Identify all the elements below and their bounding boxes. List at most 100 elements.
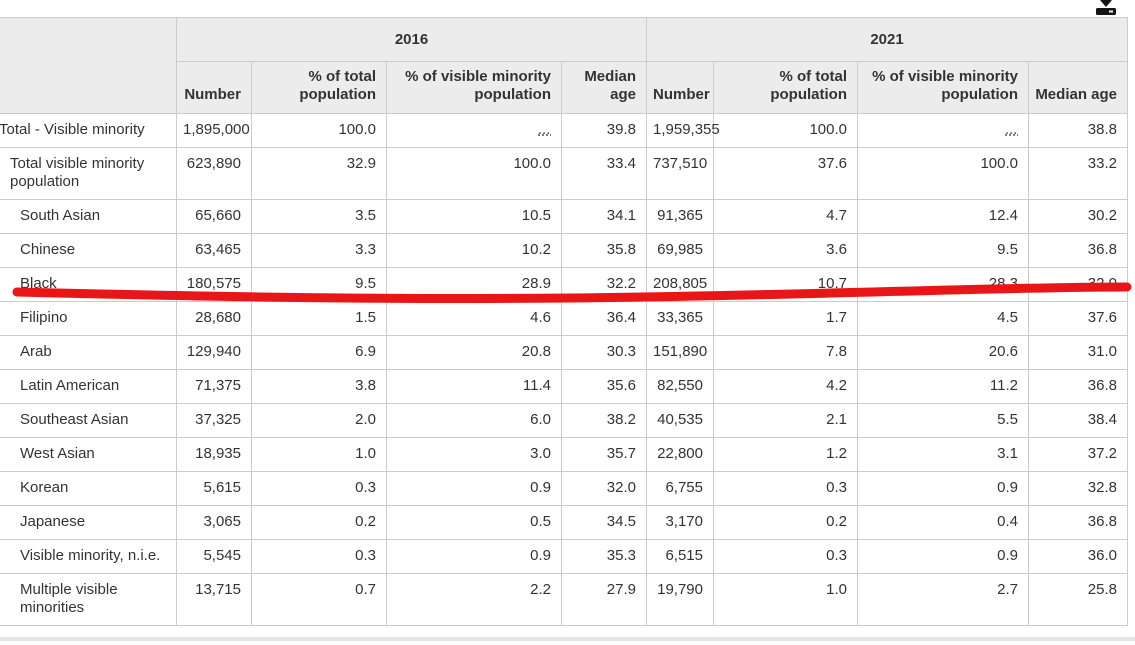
data-cell: 3,170 — [646, 505, 714, 540]
data-cell: 34.5 — [561, 505, 647, 540]
data-cell: 0.9 — [857, 539, 1029, 574]
data-cell: 35.3 — [561, 539, 647, 574]
data-cell: 36.0 — [1028, 539, 1128, 574]
data-cell: 3,065 — [176, 505, 252, 540]
data-cell: 100.0 — [251, 113, 387, 148]
column-header-pct-total-2021: % of total population — [713, 61, 858, 114]
data-cell: 10.5 — [386, 199, 562, 234]
data-cell: 40,535 — [646, 403, 714, 438]
column-header-row: Number % of total population % of visibl… — [0, 61, 1128, 114]
data-cell: 4.5 — [857, 301, 1029, 336]
data-cell: 91,365 — [646, 199, 714, 234]
data-cell: 12.4 — [857, 199, 1029, 234]
column-header-number-2021: Number — [646, 61, 714, 114]
data-cell: 2.2 — [386, 573, 562, 626]
corner-header-cell — [0, 17, 177, 114]
data-cell: 0.9 — [857, 471, 1029, 506]
data-cell: 20.6 — [857, 335, 1029, 370]
table-row: Korean 5,615 0.3 0.9 32.0 6,755 0.3 0.9 32.8 — [0, 471, 1128, 506]
column-header-pct-visible-minority-2021: % of visible minority population — [857, 61, 1029, 114]
data-cell: 3.0 — [386, 437, 562, 472]
data-cell: 39.8 — [561, 113, 647, 148]
data-cell: 100.0 — [713, 113, 858, 148]
data-cell: 6,755 — [646, 471, 714, 506]
data-cell: 6.0 — [386, 403, 562, 438]
data-cell: 25.8 — [1028, 573, 1128, 626]
data-cell: 623,890 — [176, 147, 252, 200]
data-cell: 31.0 — [1028, 335, 1128, 370]
data-cell: 1.5 — [251, 301, 387, 336]
data-cell: 71,375 — [176, 369, 252, 404]
visible-minority-table: 2016 2021 Number % of total population %… — [0, 17, 1128, 626]
data-cell: 36.8 — [1028, 369, 1128, 404]
row-label: Total - Visible minority — [0, 113, 177, 148]
data-cell: 35.8 — [561, 233, 647, 268]
data-cell: 11.2 — [857, 369, 1029, 404]
data-cell: 0.3 — [251, 539, 387, 574]
data-cell: 5,615 — [176, 471, 252, 506]
data-cell: 37,325 — [176, 403, 252, 438]
data-cell: 129,940 — [176, 335, 252, 370]
data-cell: ... — [386, 113, 562, 148]
data-cell: 82,550 — [646, 369, 714, 404]
data-cell: 0.4 — [857, 505, 1029, 540]
download-button[interactable] — [1093, 0, 1119, 19]
column-header-pct-total-2016: % of total population — [251, 61, 387, 114]
data-cell: 38.8 — [1028, 113, 1128, 148]
data-cell: 2.0 — [251, 403, 387, 438]
table-row: Total - Visible minority 1,895,000 100.0..… — [0, 113, 1128, 148]
data-cell: 27.9 — [561, 573, 647, 626]
data-cell: 1,895,000 — [176, 113, 252, 148]
data-cell: 19,790 — [646, 573, 714, 626]
data-cell: 4.6 — [386, 301, 562, 336]
data-cell: 37.2 — [1028, 437, 1128, 472]
data-cell: 3.3 — [251, 233, 387, 268]
data-cell: 65,660 — [176, 199, 252, 234]
row-label: Southeast Asian — [0, 403, 177, 438]
data-cell: 30.2 — [1028, 199, 1128, 234]
data-cell: 36.4 — [561, 301, 647, 336]
data-cell: 1.2 — [713, 437, 858, 472]
data-cell: 37.6 — [1028, 301, 1128, 336]
table-row: Visible minority, n.i.e. 5,545 0.3 0.9 35.3 6… — [0, 539, 1128, 574]
row-label: Chinese — [0, 233, 177, 268]
data-cell: 3.1 — [857, 437, 1029, 472]
bottom-divider — [0, 637, 1135, 641]
table-row: Latin American 71,375 3.8 11.4 35.6 82,550 4.2… — [0, 369, 1128, 404]
data-cell: 737,510 — [646, 147, 714, 200]
row-label: Visible minority, n.i.e. — [0, 539, 177, 574]
row-label: Filipino — [0, 301, 177, 336]
data-cell: 3.8 — [251, 369, 387, 404]
data-cell: 32.8 — [1028, 471, 1128, 506]
data-cell: 36.8 — [1028, 505, 1128, 540]
data-cell: 10.2 — [386, 233, 562, 268]
data-cell: 33,365 — [646, 301, 714, 336]
data-cell: 33.4 — [561, 147, 647, 200]
data-cell: 10.7 — [713, 267, 858, 302]
table-row: Total visible minority population 623,890… — [0, 147, 1128, 200]
data-cell: 0.3 — [713, 539, 858, 574]
data-cell: 38.4 — [1028, 403, 1128, 438]
table-row: West Asian 18,935 1.0 3.0 35.7 22,800 1.2 3.1 37… — [0, 437, 1128, 472]
row-label: West Asian — [0, 437, 177, 472]
table-row: Black 180,575 9.5 28.9 32.2 208,805 10.7 28.3 32… — [0, 267, 1128, 302]
data-cell: 35.7 — [561, 437, 647, 472]
data-cell: 30.3 — [561, 335, 647, 370]
data-cell: 34.1 — [561, 199, 647, 234]
row-label: Arab — [0, 335, 177, 370]
data-cell: 63,465 — [176, 233, 252, 268]
data-cell: 0.3 — [713, 471, 858, 506]
table-row: South Asian 65,660 3.5 10.5 34.1 91,365 4.7 12.… — [0, 199, 1128, 234]
data-cell: 2.1 — [713, 403, 858, 438]
data-cell: 5,545 — [176, 539, 252, 574]
row-label: Japanese — [0, 505, 177, 540]
data-cell: 0.9 — [386, 471, 562, 506]
data-cell: 0.2 — [251, 505, 387, 540]
column-header-number-2016: Number — [176, 61, 252, 114]
download-icon — [1096, 0, 1116, 15]
row-label: Black — [0, 267, 177, 302]
data-cell: 1.7 — [713, 301, 858, 336]
data-cell: 4.2 — [713, 369, 858, 404]
data-cell: 2.7 — [857, 573, 1029, 626]
row-label: South Asian — [0, 199, 177, 234]
